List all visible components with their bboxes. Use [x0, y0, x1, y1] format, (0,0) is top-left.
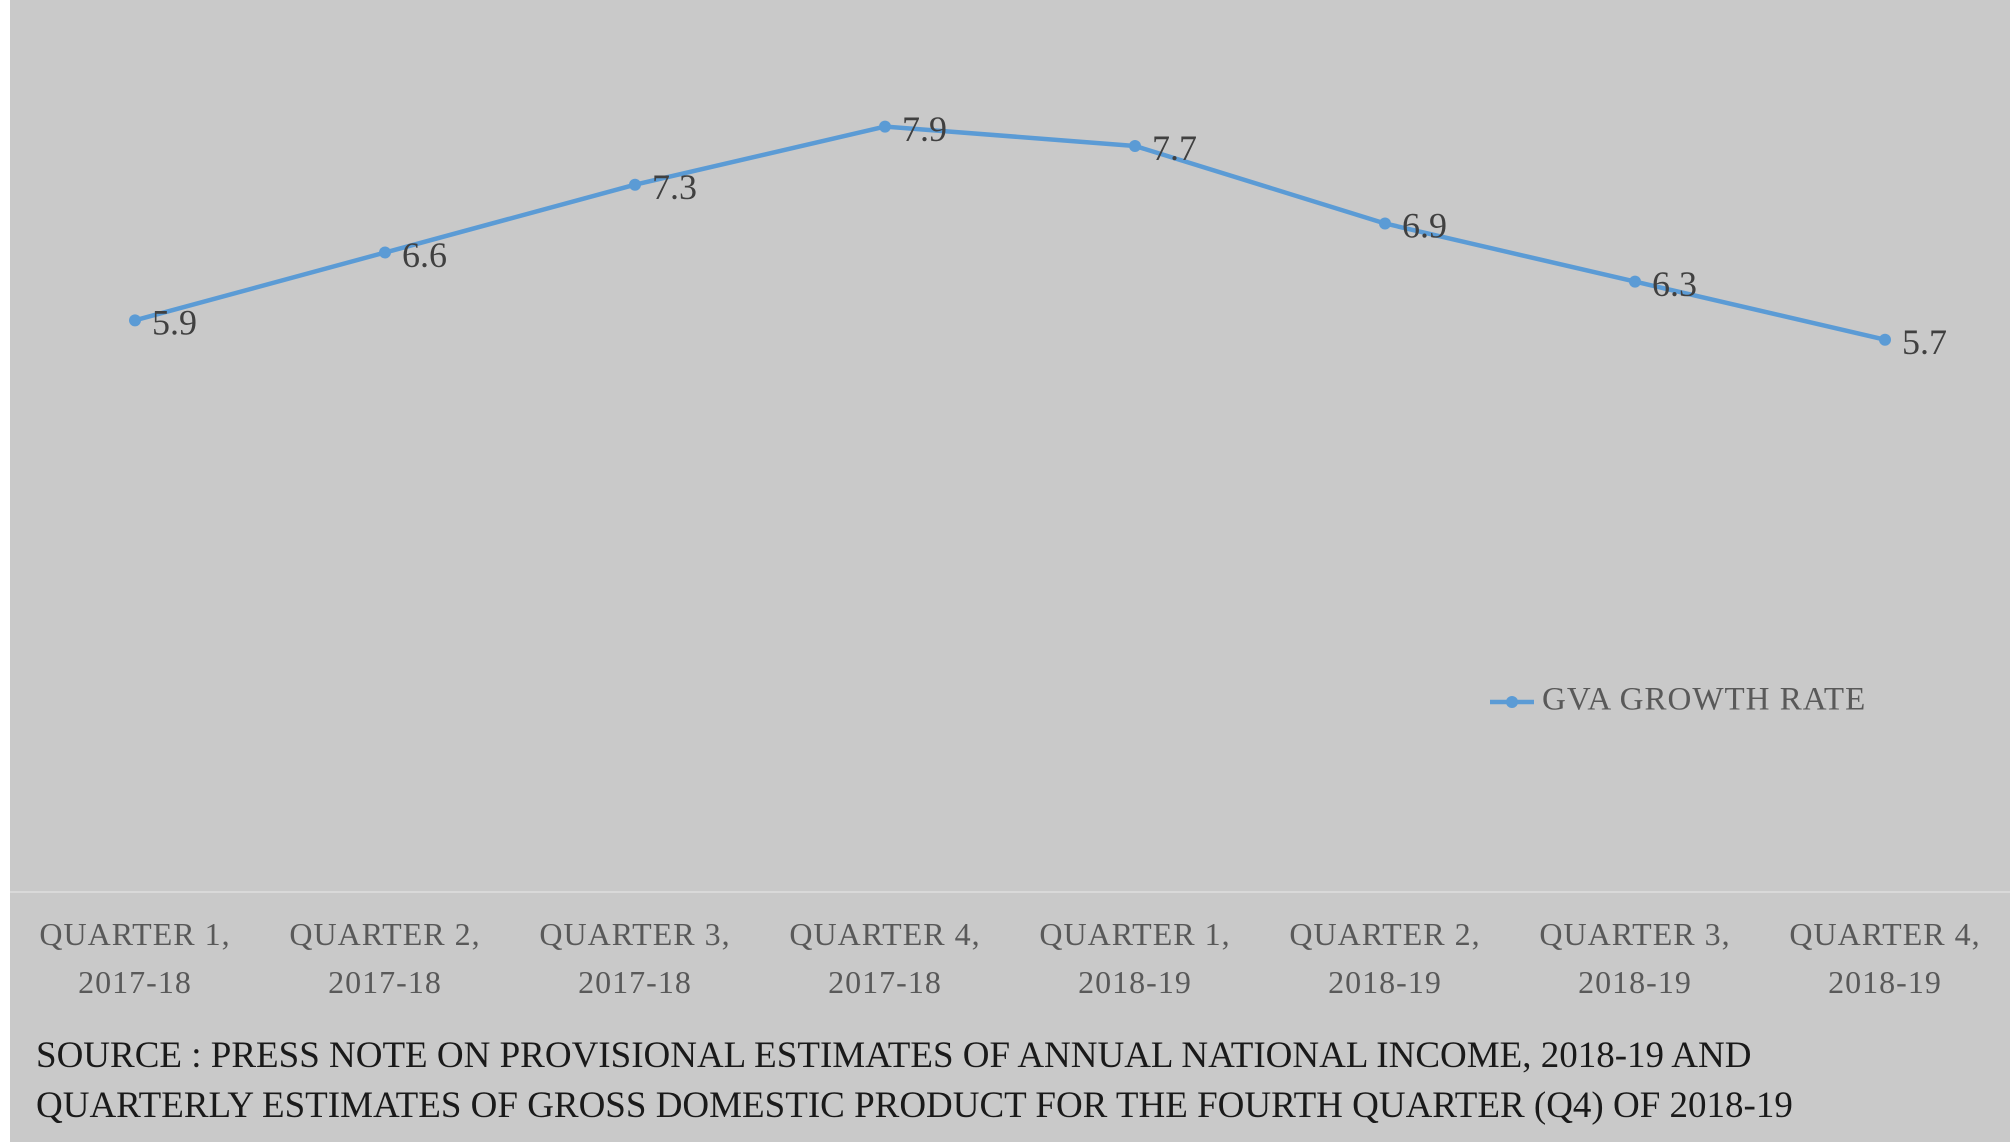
x-tick-label: QUARTER 4, 2018-19 — [1789, 916, 1981, 1000]
data-point — [1379, 217, 1391, 230]
data-line — [134, 124, 1886, 342]
x-tick-label: QUARTER 2, 2017-18 — [289, 916, 481, 1000]
data-point — [1129, 139, 1141, 152]
data-label: 7.9 — [902, 109, 947, 149]
x-tick-label: QUARTER 3, 2018-19 — [1539, 916, 1731, 1000]
data-label: 6.6 — [402, 235, 447, 275]
x-tick-label: QUARTER 1, 2017-18 — [39, 916, 231, 1000]
legend-label: GVA GROWTH RATE — [1542, 682, 1866, 718]
chart: 5.9 6.6 7.3 7.9 7.7 6.9 6.3 5.7 GVA GROWTH RATE — [10, 109, 2010, 893]
x-tick-label: QUARTER 4, 2017-18 — [789, 916, 981, 1000]
data-label: 5.9 — [152, 303, 197, 343]
data-label: 7.3 — [652, 167, 697, 207]
source-note: SOURCE : PRESS NOTE ON PROVISIONAL ESTIM… — [36, 1035, 1752, 1076]
legend-marker — [1506, 696, 1518, 708]
source-note: QUARTERLY ESTIMATES OF GROSS DOMESTIC PR… — [36, 1085, 1793, 1126]
x-tick-label: QUARTER 1, 2018-19 — [1039, 916, 1231, 1000]
data-point — [879, 120, 891, 133]
data-label: 6.9 — [1402, 206, 1447, 246]
chart-area: 5.9 6.6 7.3 7.9 7.7 6.9 6.3 5.7 GVA GROWTH RATE … — [10, 0, 2010, 1142]
data-point — [129, 314, 141, 327]
data-point — [629, 178, 641, 191]
data-point — [1629, 275, 1641, 288]
data-point — [379, 246, 391, 259]
data-point — [1879, 333, 1891, 346]
data-label: 5.7 — [1902, 322, 1947, 362]
x-tick-label: QUARTER 2, 2018-19 — [1289, 916, 1481, 1000]
data-label: 7.7 — [1152, 128, 1197, 168]
x-tick-label: QUARTER 3, 2017-18 — [539, 916, 731, 1000]
data-label: 6.3 — [1652, 264, 1697, 304]
